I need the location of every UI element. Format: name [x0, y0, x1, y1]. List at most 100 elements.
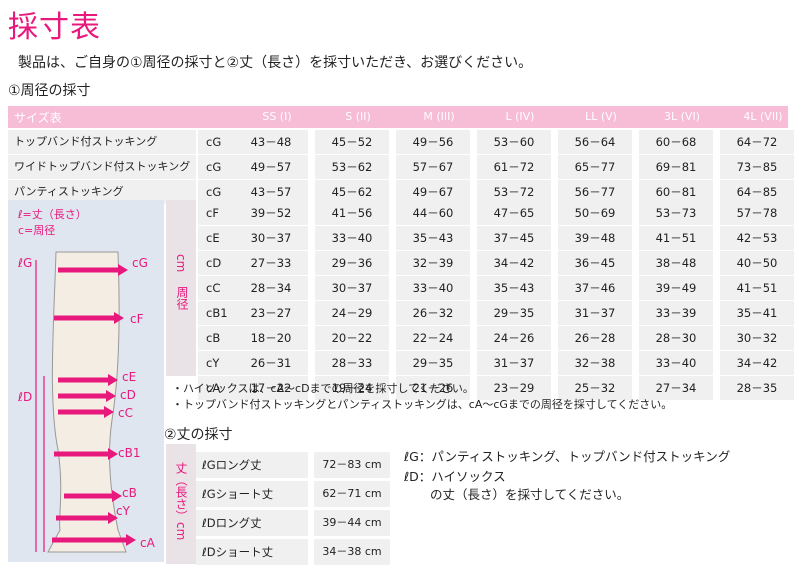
note-stockings: ・トップバンド付ストッキングとパンティストッキングは、cA～cGまでの周径を採寸… — [172, 398, 673, 411]
size-cell: 23－27 — [234, 301, 308, 325]
size-cell: 29－35 — [396, 351, 470, 375]
length-note-g-text: ：パンティストッキング、トップバンド付ストッキング — [418, 449, 731, 464]
size-cell: 30－32 — [720, 326, 794, 350]
leg-illustration — [35, 251, 136, 553]
leg-label-cd: cD — [120, 388, 136, 402]
leg-label-cb: cB — [122, 486, 137, 500]
size-cell: 29－36 — [315, 251, 389, 275]
size-cell: 64－85 — [720, 180, 794, 204]
size-cell: 26－32 — [396, 301, 470, 325]
leg-label-cc: cC — [118, 406, 133, 420]
measure-code: cB — [198, 326, 236, 350]
length-note-d-text: ：ハイソックス — [418, 469, 506, 484]
length-row-value: 39－44 cm — [314, 510, 390, 536]
size-cell: 47－65 — [477, 201, 551, 225]
size-cell: 21－26 — [396, 376, 470, 400]
size-cell: 60－68 — [639, 130, 713, 154]
size-cell: 31－37 — [558, 301, 632, 325]
length-row-name: ℓGロング丈 — [196, 452, 308, 478]
size-cell: 73－85 — [720, 155, 794, 179]
length-note-d-line2: の丈（長さ）を採寸してください。 — [430, 487, 630, 502]
size-cell: 34－42 — [720, 351, 794, 375]
size-cell: 34－42 — [477, 251, 551, 275]
leg-label-cf: cF — [130, 312, 144, 326]
product-name: ワイドトップバンド付ストッキング — [8, 155, 196, 179]
length-row-value: 72－83 cm — [314, 452, 390, 478]
length-row-name: ℓDショート丈 — [196, 539, 308, 565]
size-header: 3L (VI) — [664, 110, 700, 123]
size-cell: 27－34 — [639, 376, 713, 400]
size-header: M (III) — [423, 110, 455, 123]
size-cell: 39－48 — [558, 226, 632, 250]
size-cell: 43－48 — [234, 130, 308, 154]
size-cell: 42－53 — [720, 226, 794, 250]
size-cell: 37－46 — [558, 276, 632, 300]
size-cell: 49－56 — [396, 130, 470, 154]
page-title: 採寸表 — [8, 10, 101, 45]
size-cell: 53－60 — [477, 130, 551, 154]
intro-text: 製品は、ご自身の①周径の採寸と②丈（長さ）を採寸いただき、お選びください。 — [18, 55, 533, 71]
size-cell: 35－41 — [720, 301, 794, 325]
size-cell: 50－69 — [558, 201, 632, 225]
size-cell: 36－45 — [558, 251, 632, 275]
leg-diagram: ℓ=丈（長さ） c=周径 ℓ — [8, 200, 164, 562]
size-cell: 38－48 — [639, 251, 713, 275]
size-cell: 49－67 — [396, 180, 470, 204]
size-cell: 28－34 — [234, 276, 308, 300]
leg-label-ce: cE — [122, 370, 137, 384]
size-cell: 30－37 — [234, 226, 308, 250]
size-cell: 30－37 — [315, 276, 389, 300]
size-cell: 20－22 — [315, 326, 389, 350]
circumference-axis: 周径 cm — [166, 200, 196, 376]
size-cell: 28－30 — [639, 326, 713, 350]
size-cell: 64－72 — [720, 130, 794, 154]
legend-length: ℓ=丈（長さ） — [18, 208, 87, 221]
legend-circumference: c=周径 — [18, 224, 56, 237]
circumference-axis-label: 周径 — [175, 286, 189, 310]
size-cell: 25－32 — [558, 376, 632, 400]
size-header: S (II) — [345, 110, 371, 123]
size-cell: 41－56 — [315, 201, 389, 225]
size-cell: 26－31 — [234, 351, 308, 375]
size-cell: 53－72 — [477, 180, 551, 204]
measure-code: cB1 — [198, 301, 236, 325]
section-length-title: ②丈の採寸 — [164, 427, 233, 443]
size-cell: 17－22 — [234, 376, 308, 400]
size-cell: 29－35 — [477, 301, 551, 325]
size-cell: 33－39 — [639, 301, 713, 325]
size-header: LL (V) — [585, 110, 617, 123]
size-header: SS (I) — [262, 110, 292, 123]
size-table-label: サイズ表 — [14, 111, 62, 125]
size-cell: 35－43 — [396, 226, 470, 250]
size-cell: 35－43 — [477, 276, 551, 300]
measure-code: cA — [198, 376, 236, 400]
size-cell: 49－57 — [234, 155, 308, 179]
leg-label-lg: ℓG — [18, 256, 33, 270]
measure-code: cY — [198, 351, 236, 375]
leg-label-ca: cA — [140, 536, 155, 550]
size-cell: 45－62 — [315, 180, 389, 204]
length-row-value: 62－71 cm — [314, 481, 390, 507]
size-cell: 28－33 — [315, 351, 389, 375]
size-cell: 33－40 — [639, 351, 713, 375]
size-cell: 37－45 — [477, 226, 551, 250]
size-cell: 26－28 — [558, 326, 632, 350]
measure-code: cE — [198, 226, 236, 250]
size-cell: 65－77 — [558, 155, 632, 179]
size-header: 4L (VII) — [743, 110, 783, 123]
section-circumference-title: ①周径の採寸 — [8, 83, 91, 99]
size-cell: 27－33 — [234, 251, 308, 275]
length-axis-label: 丈（長さ）cm — [174, 462, 188, 541]
size-cell: 19－24 — [315, 376, 389, 400]
size-cell: 56－77 — [558, 180, 632, 204]
size-header: L (IV) — [505, 110, 535, 123]
size-cell: 39－49 — [639, 276, 713, 300]
size-cell: 41－51 — [720, 276, 794, 300]
note-high-socks: ・ハイソックスは、cA～cDまでの周径を採寸してください。 — [172, 382, 474, 395]
size-cell: 56－64 — [558, 130, 632, 154]
size-cell: 57－67 — [396, 155, 470, 179]
size-cell: 23－29 — [477, 376, 551, 400]
size-cell: 60－81 — [639, 180, 713, 204]
size-cell: 53－73 — [639, 201, 713, 225]
size-cell: 32－39 — [396, 251, 470, 275]
